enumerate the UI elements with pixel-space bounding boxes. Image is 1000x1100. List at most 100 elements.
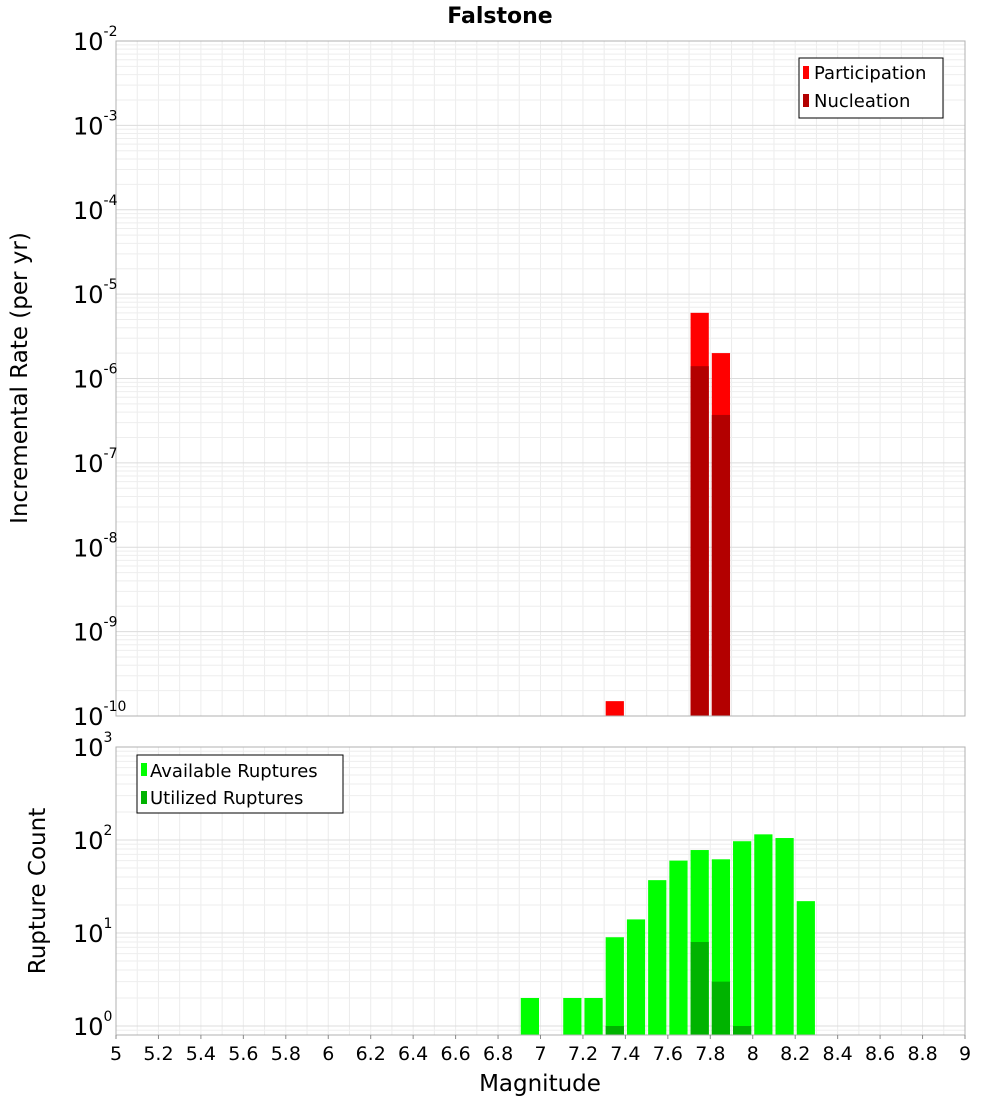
x-tick-label: 7.2 <box>568 1043 598 1065</box>
tick-exponent: 0 <box>104 1009 113 1025</box>
rate-y-tick-label: 10-10 <box>73 699 126 731</box>
count-bar-utilized-ruptures <box>690 942 709 1035</box>
legend-label-nucleation: Nucleation <box>814 91 910 112</box>
bottom-y-axis-label: Rupture Count <box>25 808 51 974</box>
rate-y-tick-label: 10-6 <box>73 362 118 394</box>
tick-base: 10 <box>73 28 104 56</box>
x-tick-label: 6 <box>322 1043 334 1065</box>
x-tick-label: 5.6 <box>228 1043 258 1065</box>
x-tick-label: 6.2 <box>356 1043 386 1065</box>
tick-exponent: -10 <box>104 699 127 715</box>
count-y-tick-label: 103 <box>73 730 112 762</box>
count-bar-available-ruptures <box>733 841 752 1035</box>
count-y-tick-label: 101 <box>73 916 112 948</box>
bottom-legend-box <box>136 754 344 814</box>
legend-label-utilized: Utilized Ruptures <box>150 788 303 809</box>
tick-exponent: 2 <box>104 823 113 839</box>
x-tick-label: 9 <box>959 1043 971 1065</box>
count-bar-available-ruptures <box>775 838 794 1035</box>
x-tick-label: 8.6 <box>865 1043 895 1065</box>
tick-exponent: 1 <box>104 916 113 932</box>
rate-bar-nucleation <box>690 366 709 716</box>
count-bar-utilized-ruptures <box>733 1025 752 1035</box>
tick-base: 10 <box>73 197 104 225</box>
count-bar-available-ruptures <box>796 901 815 1035</box>
count-bar-available-ruptures <box>648 880 667 1035</box>
rate-bar-participation <box>605 701 624 716</box>
tick-base: 10 <box>73 827 104 855</box>
tick-exponent: -4 <box>104 193 118 209</box>
legend-swatch-participation <box>803 66 809 79</box>
x-tick-label: 8.2 <box>780 1043 810 1065</box>
top-plot-frame <box>115 40 966 717</box>
rate-y-tick-label: 10-9 <box>73 615 118 647</box>
x-tick-label: 5.8 <box>271 1043 301 1065</box>
tick-exponent: -5 <box>104 277 118 293</box>
count-bar-utilized-ruptures <box>605 1025 624 1035</box>
x-axis-label: Magnitude <box>479 1071 601 1097</box>
rate-y-tick-label: 10-5 <box>73 277 118 309</box>
count-bar-available-ruptures <box>669 860 688 1035</box>
rate-y-tick-label: 10-2 <box>73 24 118 56</box>
tick-exponent: -3 <box>104 108 118 124</box>
x-tick-label: 5 <box>110 1043 122 1065</box>
legend-label-participation: Participation <box>814 63 926 84</box>
rate-y-tick-label: 10-7 <box>73 446 118 478</box>
rate-bar-nucleation <box>711 414 731 716</box>
x-tick-label: 6.4 <box>398 1043 428 1065</box>
top-plot-grid <box>116 41 966 717</box>
tick-base: 10 <box>73 1013 104 1041</box>
tick-base: 10 <box>73 450 104 478</box>
tick-exponent: -8 <box>104 530 118 546</box>
tick-exponent: -6 <box>104 362 118 378</box>
rate-y-tick-label: 10-3 <box>73 108 118 140</box>
legend-swatch-nucleation <box>803 94 809 107</box>
tick-base: 10 <box>73 366 104 394</box>
rate-y-tick-label: 10-4 <box>73 193 118 225</box>
x-tick-label: 7.4 <box>610 1043 640 1065</box>
chart-title: Falstone <box>447 4 552 29</box>
tick-base: 10 <box>73 619 104 647</box>
x-tick-label: 8.4 <box>823 1043 853 1065</box>
count-y-tick-label: 102 <box>73 823 112 855</box>
top-plot-bars <box>605 312 731 716</box>
top-legend: Participation Nucleation <box>798 57 944 119</box>
x-tick-label: 6.6 <box>440 1043 470 1065</box>
x-tick-label: 7.8 <box>695 1043 725 1065</box>
count-bar-available-ruptures <box>563 997 582 1035</box>
count-y-tick-label: 100 <box>73 1009 112 1041</box>
legend-swatch-utilized <box>141 791 147 804</box>
legend-swatch-available <box>141 763 147 776</box>
tick-base: 10 <box>73 703 104 731</box>
tick-base: 10 <box>73 112 104 140</box>
legend-label-available: Available Ruptures <box>150 761 318 782</box>
x-tick-label: 8 <box>747 1043 759 1065</box>
count-bar-available-ruptures <box>520 997 539 1035</box>
x-tick-label: 7 <box>534 1043 546 1065</box>
x-tick-label: 7.6 <box>653 1043 683 1065</box>
count-bar-available-ruptures <box>605 937 624 1035</box>
bottom-plot-grid <box>116 747 966 1036</box>
tick-base: 10 <box>73 534 104 562</box>
count-bar-available-ruptures <box>584 997 603 1035</box>
tick-exponent: -9 <box>104 615 118 631</box>
count-bar-available-ruptures <box>754 834 773 1035</box>
tick-base: 10 <box>73 920 104 948</box>
bottom-legend: Available Ruptures Utilized Ruptures <box>136 754 344 814</box>
top-y-axis-label: Incremental Rate (per yr) <box>7 232 33 524</box>
top-legend-box <box>798 57 944 119</box>
count-bar-available-ruptures <box>626 919 646 1035</box>
x-tick-label: 8.8 <box>907 1043 937 1065</box>
x-tick-label: 6.8 <box>483 1043 513 1065</box>
tick-base: 10 <box>73 281 104 309</box>
bottom-plot-bars <box>520 834 815 1035</box>
x-axis-ticks: 5 5.2 5.4 5.6 5.8 6 6.2 6.4 6.6 6.8 7 7.2 7.4 7.6 7.8 8… <box>110 1035 971 1065</box>
tick-exponent: -2 <box>104 24 118 40</box>
tick-base: 10 <box>73 734 104 762</box>
tick-exponent: -7 <box>104 446 118 462</box>
tick-exponent: 3 <box>104 730 113 746</box>
x-tick-label: 5.2 <box>143 1043 173 1065</box>
